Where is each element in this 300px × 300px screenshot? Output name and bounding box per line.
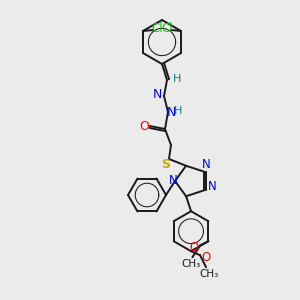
Text: CH₃: CH₃ bbox=[182, 259, 201, 269]
Text: N: N bbox=[152, 88, 162, 101]
Text: N: N bbox=[202, 158, 210, 171]
Text: Cl: Cl bbox=[151, 22, 163, 35]
Text: O: O bbox=[201, 251, 211, 264]
Text: O: O bbox=[139, 119, 149, 133]
Text: S: S bbox=[161, 158, 170, 172]
Text: H: H bbox=[174, 106, 182, 116]
Text: N: N bbox=[166, 106, 176, 119]
Text: H: H bbox=[173, 74, 181, 84]
Text: O: O bbox=[190, 241, 199, 254]
Text: N: N bbox=[208, 180, 216, 193]
Text: N: N bbox=[169, 175, 177, 188]
Text: CH₃: CH₃ bbox=[200, 269, 219, 279]
Text: Cl: Cl bbox=[161, 22, 173, 35]
